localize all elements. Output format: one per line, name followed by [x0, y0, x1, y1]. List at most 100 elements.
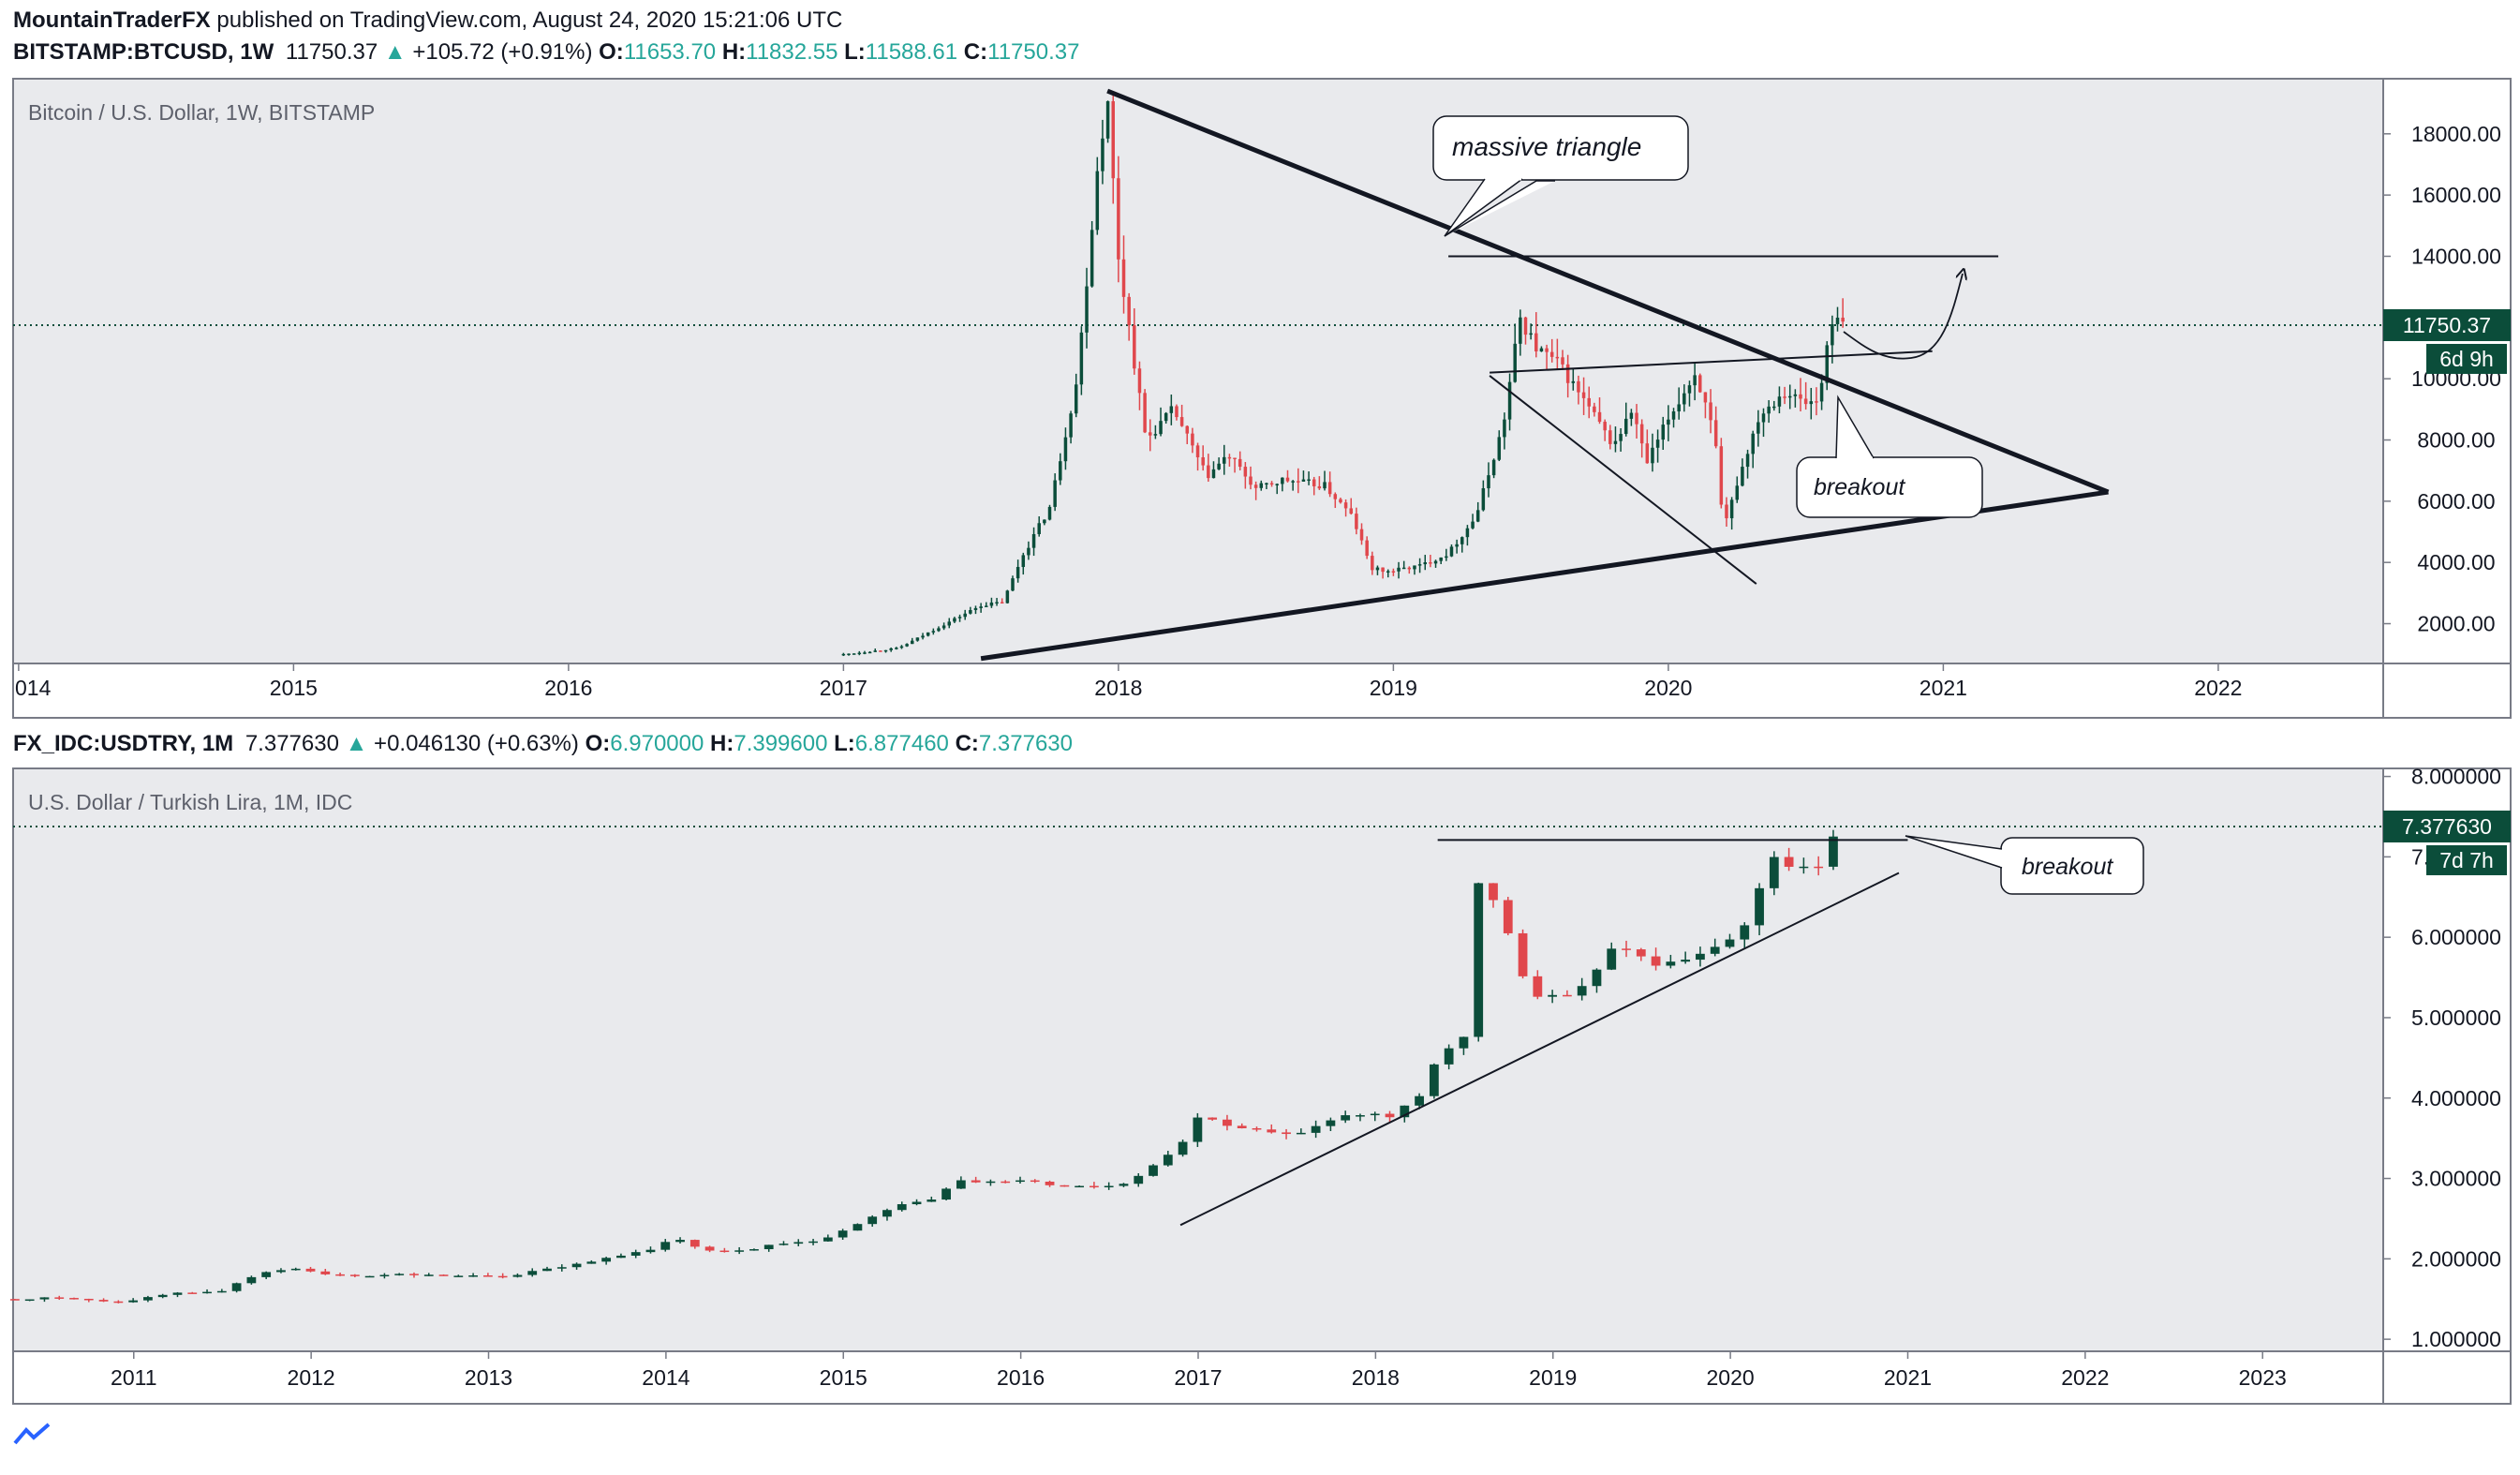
y-tick-label: 18000.00 — [2411, 122, 2501, 146]
candle-body — [512, 1274, 523, 1277]
candle-body — [438, 1274, 449, 1276]
candle-body — [1449, 546, 1454, 557]
candle-body — [128, 1300, 139, 1303]
x-tick-label: 2019 — [1529, 1365, 1577, 1390]
candle-body — [1841, 317, 1845, 322]
candle-body — [1491, 459, 1496, 476]
candle-body — [1565, 364, 1570, 383]
candle-body — [1343, 502, 1348, 509]
candle-body — [630, 1252, 641, 1256]
candle-body — [956, 1180, 966, 1189]
y-tick-label: 3.000000 — [2411, 1167, 2501, 1191]
usdtry-symbol[interactable]: FX_IDC:USDTRY — [13, 731, 190, 756]
candle-body — [841, 653, 846, 656]
candle-body — [482, 1275, 493, 1277]
candle-body — [1047, 506, 1052, 520]
candle-body — [1159, 421, 1163, 435]
lower-triangle-line[interactable] — [980, 489, 2109, 662]
candle-body — [1561, 357, 1564, 365]
x-tick-label: 2018 — [1352, 1365, 1400, 1390]
falling-channel-line[interactable] — [1489, 375, 1757, 585]
tradingview-logo[interactable] — [13, 1423, 51, 1445]
candle-body — [1137, 368, 1142, 394]
candle-body — [1201, 457, 1205, 466]
candle-body — [1117, 178, 1120, 260]
svg-text:7d 7h: 7d 7h — [2439, 848, 2494, 872]
btc-breakout-callout[interactable]: breakout — [1796, 395, 1983, 518]
candle-body — [231, 1283, 242, 1291]
candle-body — [1207, 465, 1210, 479]
candle-body — [1043, 519, 1046, 524]
btc-symbol[interactable]: BITSTAMP:BTCUSD — [13, 39, 228, 65]
candle-body — [1326, 1120, 1336, 1126]
usdtry-plot-area[interactable] — [13, 768, 2383, 1351]
candle-body — [1471, 521, 1475, 529]
usdtry-breakout-callout[interactable]: breakout — [1905, 835, 2144, 895]
candle-body — [1769, 857, 1779, 888]
usdtry-low-label: L: — [834, 731, 855, 756]
candle-body — [1223, 456, 1226, 464]
candle-body — [1777, 396, 1782, 407]
candle-body — [586, 1261, 597, 1264]
candle-body — [1719, 446, 1724, 505]
candle-body — [1465, 528, 1470, 538]
candle-body — [1339, 499, 1342, 503]
candle-body — [1460, 537, 1464, 544]
candle-body — [320, 1271, 331, 1274]
candle-body — [1021, 555, 1026, 568]
candle-body — [823, 1237, 833, 1242]
candle-body — [1074, 384, 1078, 414]
candle-body — [409, 1274, 419, 1275]
candle-body — [931, 631, 936, 633]
massive-triangle-callout[interactable]: massive triangle — [1432, 115, 1689, 237]
candle-body — [1030, 1180, 1040, 1183]
btc-plot-area[interactable] — [13, 79, 2383, 663]
btc-time-scale[interactable] — [13, 663, 2511, 718]
y-tick-label: 14000.00 — [2411, 244, 2501, 268]
candle-body — [912, 1201, 922, 1205]
candle-body — [1545, 348, 1549, 352]
btc-drawings — [980, 88, 2110, 662]
candle-body — [1693, 375, 1697, 386]
usdtry-countdown: 7d 7h — [2426, 844, 2507, 875]
candle-body — [601, 1258, 612, 1262]
candle-body — [1301, 479, 1306, 482]
btc-pane[interactable]: Bitcoin / U.S. Dollar, 1W, BITSTAMP 1800… — [12, 78, 2512, 719]
candle-body — [379, 1274, 390, 1277]
candle-body — [1375, 567, 1380, 571]
candle-body — [985, 605, 988, 607]
candle-body — [1741, 467, 1744, 486]
usdtry-pane[interactable]: U.S. Dollar / Turkish Lira, 1M, IDC 8.00… — [10, 765, 2512, 1405]
candle-body — [1349, 508, 1353, 514]
candle-body — [1149, 1165, 1158, 1176]
candle-body — [497, 1275, 508, 1278]
rising-trend-line[interactable] — [1179, 872, 1900, 1227]
candle-body — [1407, 567, 1412, 570]
author-name[interactable]: MountainTraderFX — [13, 7, 211, 33]
usdtry-interval: 1M — [201, 731, 234, 756]
candle-body — [468, 1275, 478, 1277]
candle-body — [349, 1274, 360, 1276]
btc-change: +105.72 (+0.91%) — [412, 39, 593, 65]
candle-body — [1489, 883, 1498, 901]
candle-body — [1655, 440, 1660, 448]
candle-body — [1710, 946, 1720, 954]
x-tick-label: 2017 — [1174, 1365, 1222, 1390]
usdtry-time-scale[interactable] — [13, 1351, 2511, 1404]
candle-body — [873, 650, 877, 652]
candle-body — [1233, 457, 1237, 460]
candle-body — [305, 1268, 316, 1272]
candle-body — [1275, 484, 1279, 485]
candle-body — [10, 1299, 20, 1301]
x-tick-label: 2018 — [1094, 676, 1142, 700]
range-top-line[interactable] — [1490, 350, 1933, 374]
candle-body — [1539, 348, 1544, 352]
y-tick-label: 16000.00 — [2411, 183, 2501, 207]
candle-body — [1577, 380, 1580, 393]
candle-body — [778, 1244, 789, 1245]
upper-triangle-line[interactable] — [1106, 88, 2110, 495]
candle-body — [1238, 458, 1242, 468]
candle-body — [1311, 1125, 1321, 1133]
candle-body — [879, 650, 882, 652]
